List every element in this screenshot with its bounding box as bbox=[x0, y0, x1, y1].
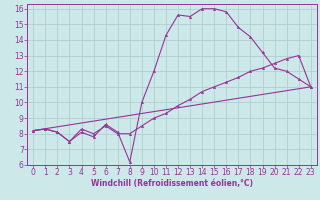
X-axis label: Windchill (Refroidissement éolien,°C): Windchill (Refroidissement éolien,°C) bbox=[91, 179, 253, 188]
